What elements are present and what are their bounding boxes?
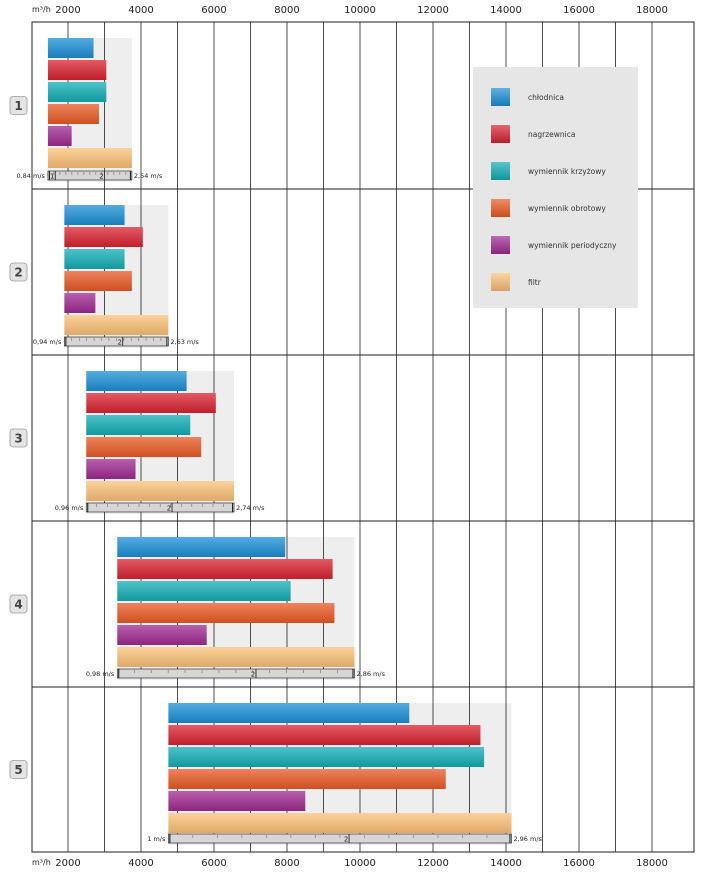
speed-scale-bar: [85, 502, 235, 513]
group-badge-box: [9, 760, 28, 779]
speed-min-label: 0,94 m/s: [33, 338, 62, 346]
x-tick-label-bottom: 6000: [201, 858, 226, 869]
bar-group2-nagrzewnica: [64, 227, 143, 247]
speed-min-label: 0,98 m/s: [86, 670, 115, 678]
x-tick-label-bottom: 18000: [636, 858, 668, 869]
speed-scale-tick-label: 1: [50, 173, 54, 181]
group-badge-label: 3: [14, 432, 22, 446]
legend-label: wymiennik krzyżowy: [528, 167, 606, 176]
speed-max-label: 2,74 m/s: [236, 504, 265, 512]
bar-group1-chłodnica: [47, 38, 94, 58]
speed-max-label: 2,96 m/s: [513, 835, 542, 843]
x-tick-label-top: 16000: [563, 5, 595, 16]
bar-group5-wymiennik-krzyżowy: [168, 747, 485, 767]
bar-group1-filtr: [47, 148, 132, 168]
speed-scale-tick-label: 2: [251, 671, 255, 679]
bar-group4-chłodnica: [117, 537, 286, 557]
bar-group4-wymiennik-periodyczny: [117, 625, 207, 645]
x-tick-label-top: 12000: [417, 5, 449, 16]
legend-label: wymiennik periodyczny: [528, 241, 617, 250]
x-tick-label-bottom: 14000: [490, 858, 522, 869]
plot-border: [31, 21, 695, 853]
speed-scale-tick-label: 2: [344, 836, 348, 844]
x-unit-label-bottom: m³/h: [32, 858, 51, 867]
legend-box: [473, 67, 638, 308]
x-tick-label-top: 2000: [55, 5, 80, 16]
bar-group4-filtr: [117, 647, 355, 667]
group-badge-box: [9, 96, 28, 115]
legend-label: filtr: [528, 278, 542, 287]
speed-scale-bar: [63, 336, 169, 347]
speed-scale-tick-label: 2: [99, 173, 103, 181]
bar-group4-wymiennik-krzyżowy: [117, 581, 291, 601]
bar-group2-wymiennik-obrotowy: [64, 271, 132, 291]
group-badge-label: 1: [14, 99, 22, 113]
x-unit-label-top: m³/h: [32, 5, 51, 14]
legend-swatch-chłodnica: [491, 88, 510, 106]
bar-group3-wymiennik-periodyczny: [86, 459, 136, 479]
group-badge-box: [9, 262, 28, 282]
speed-scale-bar: [116, 668, 355, 679]
legend-swatch-wymiennik-krzyżowy: [491, 162, 510, 180]
x-tick-label-bottom: 12000: [417, 858, 449, 869]
bar-group1-wymiennik-krzyżowy: [47, 82, 107, 102]
x-tick-label-top: 14000: [490, 5, 522, 16]
bar-group5-wymiennik-periodyczny: [168, 791, 306, 811]
bar-group2-wymiennik-periodyczny: [64, 293, 96, 313]
x-tick-label-top: 8000: [274, 5, 299, 16]
bar-group2-wymiennik-krzyżowy: [64, 249, 125, 269]
legend-swatch-filtr: [491, 273, 510, 291]
speed-max-label: 2,63 m/s: [170, 338, 199, 346]
speed-scale-tick-label: 2: [167, 505, 171, 513]
bar-group5-chłodnica: [168, 703, 410, 723]
x-tick-label-top: 10000: [344, 5, 376, 16]
speed-min-label: 0,84 m/s: [16, 172, 45, 180]
group-badge-box: [9, 594, 28, 614]
speed-min-label: 0,96 m/s: [55, 504, 84, 512]
group-badge-box: [9, 428, 28, 448]
bar-group3-wymiennik-obrotowy: [86, 437, 202, 457]
legend-label: nagrzewnica: [528, 130, 575, 139]
legend-label: chłodnica: [528, 93, 564, 102]
speed-min-label: 1 m/s: [147, 835, 166, 843]
x-tick-label-top: 6000: [201, 5, 226, 16]
bar-group2-chłodnica: [64, 205, 125, 225]
bar-group5-wymiennik-obrotowy: [168, 769, 446, 789]
x-tick-label-top: 18000: [636, 5, 668, 16]
legend-swatch-wymiennik-periodyczny: [491, 236, 510, 254]
speed-max-label: 2,86 m/s: [357, 670, 386, 678]
group-badge-label: 4: [14, 598, 22, 612]
legend-label: wymiennik obrotowy: [528, 204, 606, 213]
x-tick-label-bottom: 10000: [344, 858, 376, 869]
bar-group2-filtr: [64, 315, 169, 335]
x-tick-label-bottom: 8000: [274, 858, 299, 869]
bar-group4-wymiennik-obrotowy: [117, 603, 335, 623]
bar-group1-nagrzewnica: [47, 60, 107, 80]
bar-group3-filtr: [86, 481, 235, 501]
bar-group5-filtr: [168, 813, 512, 833]
speed-scale-bar: [168, 833, 512, 844]
legend-swatch-nagrzewnica: [491, 125, 510, 143]
speed-scale-tick-label: 2: [118, 339, 122, 347]
group-badge-label: 2: [14, 266, 22, 280]
x-tick-label-bottom: 16000: [563, 858, 595, 869]
bar-group5-nagrzewnica: [168, 725, 481, 745]
bar-group3-nagrzewnica: [86, 393, 216, 413]
legend-swatch-wymiennik-obrotowy: [491, 199, 510, 217]
bar-group1-wymiennik-periodyczny: [47, 126, 72, 146]
x-tick-label-top: 4000: [128, 5, 153, 16]
bar-group3-wymiennik-krzyżowy: [86, 415, 191, 435]
x-tick-label-bottom: 4000: [128, 858, 153, 869]
group-badge-label: 5: [14, 763, 22, 777]
speed-max-label: 2,54 m/s: [134, 172, 163, 180]
speed-scale-bar: [47, 170, 133, 181]
bar-group1-wymiennik-obrotowy: [47, 104, 100, 124]
bar-group4-nagrzewnica: [117, 559, 333, 579]
bar-group3-chłodnica: [86, 371, 187, 391]
x-tick-label-bottom: 2000: [55, 858, 80, 869]
